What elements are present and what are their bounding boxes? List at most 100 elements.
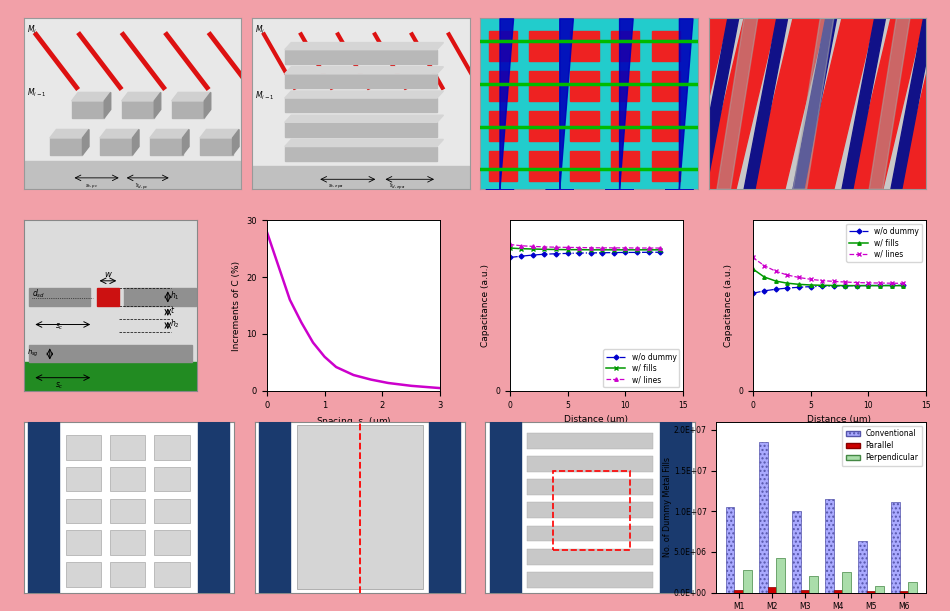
Line: w/ lines: w/ lines bbox=[750, 255, 905, 285]
Bar bbox=[66, 435, 102, 459]
Polygon shape bbox=[150, 130, 189, 138]
w/o dummy bbox=[840, 282, 851, 290]
w/o dummy bbox=[747, 290, 758, 297]
Text: $M_i$: $M_i$ bbox=[27, 24, 37, 36]
w/o dummy bbox=[770, 285, 782, 293]
Bar bbox=[24, 362, 198, 391]
Line: w/o dummy: w/o dummy bbox=[750, 284, 904, 295]
Bar bbox=[529, 111, 558, 141]
w/ fills bbox=[758, 273, 770, 280]
w/ fills bbox=[527, 246, 539, 253]
w/o dummy bbox=[527, 251, 539, 258]
w/o dummy bbox=[597, 249, 608, 257]
Bar bbox=[110, 530, 145, 555]
Polygon shape bbox=[104, 92, 111, 118]
Polygon shape bbox=[285, 139, 444, 147]
Bar bbox=[743, 570, 751, 593]
Bar bbox=[726, 507, 734, 593]
Bar bbox=[611, 151, 639, 181]
Bar bbox=[488, 151, 517, 181]
Bar bbox=[527, 525, 654, 541]
w/ lines bbox=[655, 244, 666, 252]
Bar bbox=[488, 111, 517, 141]
Bar bbox=[842, 571, 850, 593]
Polygon shape bbox=[842, 18, 885, 189]
Bar bbox=[527, 502, 654, 518]
Text: $h_{sg}$: $h_{sg}$ bbox=[28, 348, 39, 359]
w/ fills bbox=[632, 246, 643, 254]
Polygon shape bbox=[717, 18, 758, 189]
w/o dummy bbox=[550, 250, 561, 257]
Bar bbox=[488, 31, 517, 61]
Bar bbox=[124, 288, 196, 306]
Bar bbox=[529, 71, 558, 101]
Bar bbox=[652, 71, 680, 101]
Polygon shape bbox=[752, 18, 826, 189]
Bar bbox=[611, 71, 639, 101]
w/ lines bbox=[805, 276, 816, 283]
w/o dummy bbox=[758, 287, 770, 295]
w/ fills bbox=[561, 246, 573, 254]
w/ lines bbox=[516, 242, 527, 249]
Line: w/ fills: w/ fills bbox=[750, 267, 904, 287]
Bar bbox=[285, 49, 437, 64]
Text: $s_{c,epa}$: $s_{c,epa}$ bbox=[328, 183, 344, 192]
w/ fills bbox=[851, 282, 863, 289]
Bar bbox=[908, 582, 917, 593]
Polygon shape bbox=[948, 18, 950, 189]
Bar bbox=[110, 467, 145, 491]
w/ lines bbox=[574, 244, 585, 251]
Bar bbox=[611, 111, 639, 141]
w/ fills bbox=[816, 282, 827, 289]
Polygon shape bbox=[695, 18, 739, 189]
Bar bbox=[154, 467, 190, 491]
Bar bbox=[66, 530, 102, 555]
w/ lines bbox=[561, 244, 573, 251]
Polygon shape bbox=[200, 138, 233, 155]
w/ lines bbox=[851, 279, 863, 286]
w/o dummy bbox=[655, 249, 666, 256]
Bar bbox=[66, 467, 102, 491]
Bar bbox=[110, 499, 145, 523]
Polygon shape bbox=[172, 92, 211, 101]
w/ lines bbox=[793, 274, 805, 281]
Y-axis label: Capacitance (a.u.): Capacitance (a.u.) bbox=[481, 264, 489, 347]
w/ lines bbox=[816, 277, 827, 284]
w/ fills bbox=[608, 246, 619, 254]
Polygon shape bbox=[744, 18, 788, 189]
w/o dummy bbox=[574, 249, 585, 257]
Polygon shape bbox=[869, 18, 910, 189]
w/ fills bbox=[504, 244, 516, 252]
w/o dummy bbox=[632, 249, 643, 256]
w/ fills bbox=[840, 282, 851, 289]
Bar bbox=[24, 161, 241, 189]
w/ fills bbox=[863, 282, 874, 289]
Bar bbox=[154, 562, 190, 587]
Bar bbox=[801, 590, 809, 593]
Text: $M_{i-1}$: $M_{i-1}$ bbox=[27, 86, 47, 99]
Bar bbox=[652, 31, 680, 61]
Polygon shape bbox=[233, 130, 239, 155]
Polygon shape bbox=[49, 138, 83, 155]
Polygon shape bbox=[655, 18, 728, 189]
Polygon shape bbox=[801, 18, 875, 189]
w/ fills bbox=[874, 282, 885, 289]
Bar bbox=[28, 345, 192, 362]
Bar bbox=[154, 530, 190, 555]
Polygon shape bbox=[899, 18, 950, 189]
Text: $\hat{s}_{d,pc}$: $\hat{s}_{d,pc}$ bbox=[135, 181, 148, 192]
Polygon shape bbox=[100, 138, 132, 155]
w/ lines bbox=[504, 241, 516, 248]
w/o dummy bbox=[898, 282, 909, 289]
Text: $s_c$: $s_c$ bbox=[55, 321, 64, 332]
w/o dummy bbox=[863, 282, 874, 289]
Text: $h_1$: $h_1$ bbox=[169, 290, 180, 302]
Polygon shape bbox=[793, 18, 837, 189]
w/ lines bbox=[758, 262, 770, 269]
Bar bbox=[252, 166, 469, 189]
X-axis label: Spacing, $s_c$ (μm): Spacing, $s_c$ (μm) bbox=[315, 415, 391, 428]
Polygon shape bbox=[83, 130, 89, 155]
Bar bbox=[285, 122, 437, 137]
Bar bbox=[734, 590, 743, 593]
Polygon shape bbox=[132, 130, 139, 155]
